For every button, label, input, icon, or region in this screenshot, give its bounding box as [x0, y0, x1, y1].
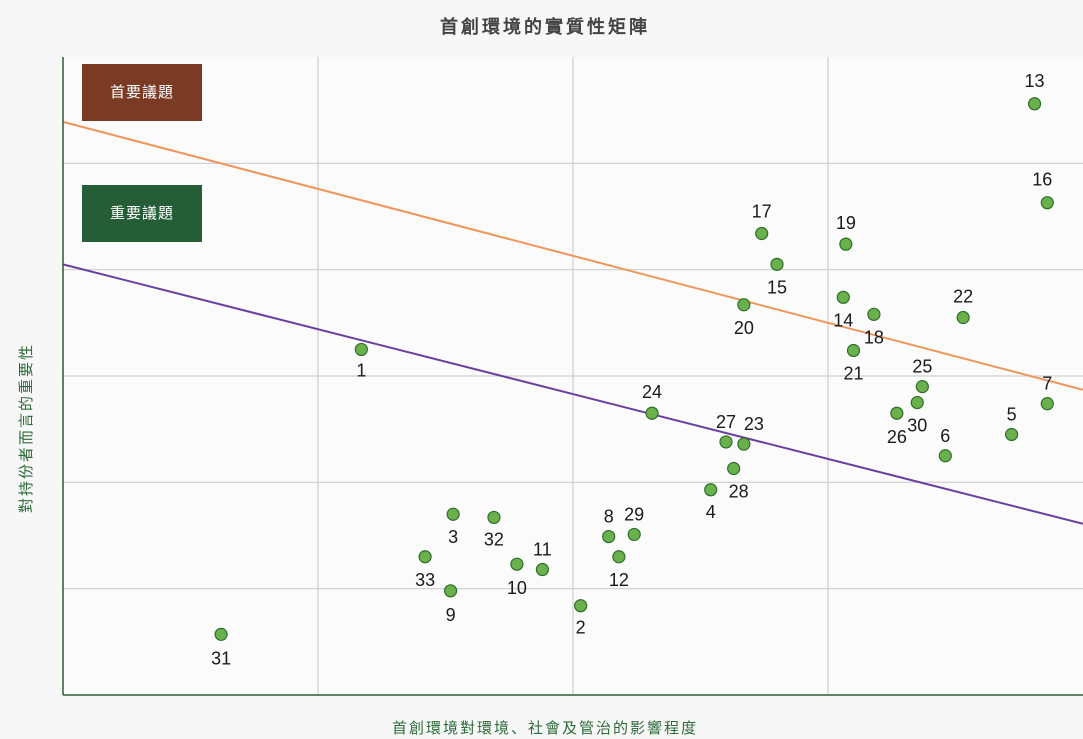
data-point-label-24: 24	[642, 382, 662, 402]
data-point-label-10: 10	[507, 578, 527, 598]
data-point-label-1: 1	[356, 360, 366, 380]
data-point-8	[602, 529, 616, 544]
data-point-28	[727, 461, 741, 476]
data-point-1	[354, 342, 368, 357]
data-point-label-26: 26	[887, 427, 907, 447]
data-point-2	[574, 599, 588, 613]
data-point-24	[645, 406, 659, 420]
data-point-22	[956, 310, 970, 325]
data-point-label-22: 22	[953, 287, 973, 307]
data-point-label-15: 15	[767, 277, 787, 297]
data-point-21	[846, 343, 861, 358]
data-point-16	[1040, 196, 1054, 210]
data-point-33	[418, 550, 432, 564]
data-point-label-3: 3	[448, 527, 458, 547]
x-axis-label: 首創環境對環境、社會及管治的影響程度	[392, 719, 698, 737]
legend-label-2: 重要議題	[110, 204, 174, 222]
data-point-label-32: 32	[484, 529, 504, 549]
data-point-label-28: 28	[729, 482, 749, 502]
data-point-label-9: 9	[446, 605, 456, 625]
data-point-5	[1004, 427, 1019, 442]
y-axis-label: 對持份者而言的重要性	[17, 343, 35, 513]
data-point-label-20: 20	[734, 318, 754, 338]
data-point-29	[627, 527, 641, 542]
data-point-6	[938, 449, 952, 463]
data-point-label-17: 17	[752, 202, 772, 222]
data-point-14	[836, 290, 850, 304]
data-point-label-11: 11	[533, 540, 552, 560]
data-point-label-27: 27	[716, 412, 736, 432]
data-point-18	[867, 307, 881, 321]
data-point-3	[446, 507, 460, 521]
data-point-13	[1027, 97, 1042, 111]
data-point-label-31: 31	[211, 648, 231, 668]
data-point-7	[1040, 397, 1054, 411]
data-point-25	[915, 380, 929, 394]
chart-title: 首創環境的實質性矩陣	[440, 16, 650, 38]
data-point-15	[770, 257, 784, 271]
legend-box-1	[82, 64, 202, 121]
data-point-31	[214, 627, 228, 641]
data-point-32	[487, 510, 501, 525]
important-threshold-line	[62, 263, 1083, 525]
data-point-label-21: 21	[843, 363, 863, 383]
data-point-20	[737, 298, 751, 312]
legend-label-1: 首要議題	[110, 83, 174, 101]
data-point-12	[612, 550, 626, 564]
data-point-label-5: 5	[1007, 404, 1017, 424]
plot-area: 首要議題重要議題12345678910111213141516171819202…	[62, 57, 1083, 696]
data-point-label-19: 19	[836, 213, 856, 233]
data-point-19	[839, 237, 853, 251]
data-point-27	[719, 435, 733, 449]
data-point-30	[910, 395, 924, 410]
data-point-label-18: 18	[864, 327, 884, 347]
data-point-label-25: 25	[912, 357, 932, 377]
data-point-label-2: 2	[576, 618, 586, 638]
data-point-11	[535, 562, 550, 577]
data-point-label-8: 8	[604, 507, 614, 527]
data-point-26	[890, 406, 904, 420]
data-point-label-6: 6	[940, 426, 950, 446]
data-point-10	[510, 557, 524, 571]
data-point-label-29: 29	[624, 504, 644, 524]
data-point-label-33: 33	[415, 570, 435, 590]
data-point-label-13: 13	[1025, 71, 1045, 91]
data-point-4	[704, 483, 718, 497]
data-point-label-23: 23	[744, 414, 764, 434]
data-point-label-12: 12	[609, 570, 629, 590]
data-point-label-4: 4	[706, 502, 716, 522]
data-point-label-16: 16	[1032, 170, 1052, 190]
legend-box-2	[82, 185, 202, 242]
data-point-9	[444, 584, 458, 598]
data-point-17	[755, 226, 769, 241]
data-point-label-7: 7	[1042, 374, 1052, 394]
data-point-23	[737, 437, 751, 451]
priority-threshold-line	[62, 120, 1083, 391]
data-point-label-14: 14	[833, 310, 853, 330]
data-point-label-30: 30	[907, 416, 927, 436]
